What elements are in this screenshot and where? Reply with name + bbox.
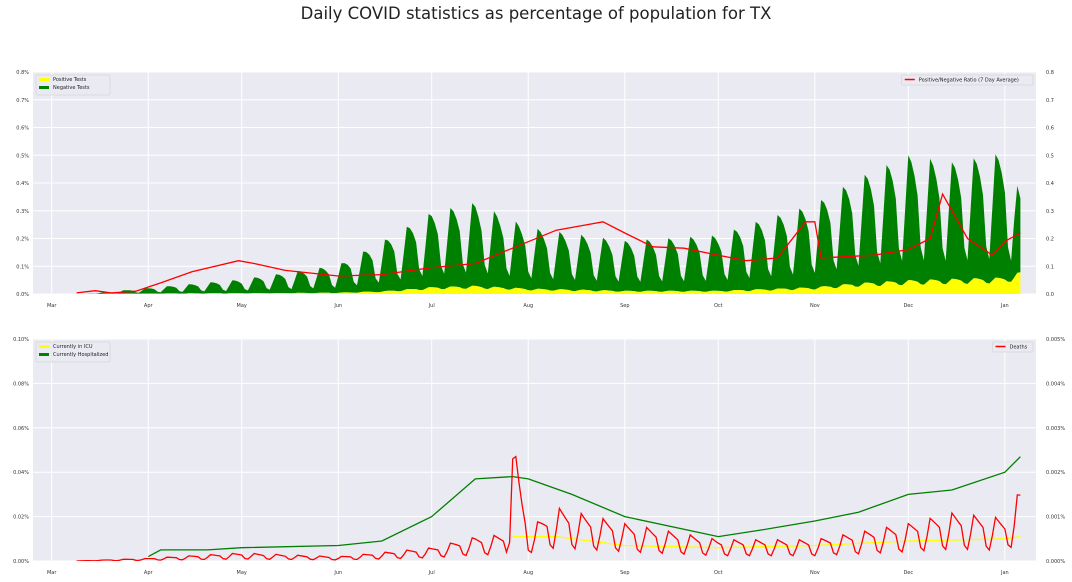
- ytick-left: 0.3%: [16, 209, 29, 215]
- series-currently-hospitalized: [147, 456, 1021, 558]
- xtick: Mar: [47, 303, 57, 309]
- ytick-right: 0.2: [1046, 237, 1054, 243]
- ytick-right: 0.003%: [1046, 426, 1065, 432]
- series-deaths: [76, 455, 1021, 561]
- xtick: Apr: [144, 303, 154, 309]
- xtick: Jan: [1000, 303, 1009, 309]
- legend-box: [35, 74, 111, 96]
- ytick-left: 0.00%: [13, 559, 29, 565]
- ytick-left: 0.08%: [13, 381, 29, 387]
- xtick: Aug: [523, 570, 533, 576]
- ytick-left: 0.8%: [16, 70, 29, 76]
- ytick-right: 0.001%: [1046, 515, 1065, 521]
- legend-box: [35, 341, 111, 363]
- legend-label: Currently in ICU: [53, 344, 93, 350]
- legend-label: Positive Tests: [53, 77, 87, 83]
- ytick-left: 0.6%: [16, 126, 29, 132]
- xtick: Nov: [810, 303, 820, 309]
- ytick-right: 0.004%: [1046, 381, 1065, 387]
- ytick-right: 0.000%: [1046, 559, 1065, 565]
- legend-left: Positive Tests Negative Tests: [35, 74, 111, 96]
- plot-area: [76, 154, 1021, 294]
- ytick-left: 0.5%: [16, 153, 29, 159]
- plot-background: [33, 339, 1036, 561]
- xtick: May: [237, 303, 247, 309]
- figure-title: Daily COVID statistics as percentage of …: [300, 4, 772, 23]
- panel-1: 0.0% 0.1% 0.2% 0.3% 0.4% 0.5% 0.6% 0.7% 0.8% 0.0 0…: [16, 70, 1054, 309]
- ytick-right: 0.5: [1046, 153, 1054, 159]
- xtick: Oct: [714, 303, 723, 309]
- xtick: Dec: [903, 570, 913, 576]
- ytick-left: 0.2%: [16, 237, 29, 243]
- legend-right: Positive/Negative Ratio (7 Day Average): [901, 74, 1034, 86]
- xtick: Sep: [620, 570, 629, 576]
- xtick: Jul: [428, 303, 435, 309]
- legend-box: [992, 341, 1034, 353]
- xtick: Oct: [714, 570, 723, 576]
- ytick-right: 0.7: [1046, 98, 1054, 104]
- legend-box: [901, 74, 1034, 86]
- series-currently-in-icu: [512, 535, 1021, 549]
- panel-2: 0.00% 0.02% 0.04% 0.06% 0.08% 0.10% 0.000% 0.00…: [13, 337, 1065, 576]
- series-ratio-line: [76, 192, 1021, 294]
- ytick-right: 0.8: [1046, 70, 1054, 76]
- ytick-right: 0.005%: [1046, 337, 1065, 343]
- legend-label: Deaths: [1010, 345, 1028, 351]
- xtick: Jun: [333, 570, 342, 576]
- ytick-right: 0.002%: [1046, 470, 1065, 476]
- legend-label: Currently Hospitalized: [53, 352, 108, 358]
- legend-left: Currently in ICU Currently Hospitalized: [35, 341, 111, 363]
- ytick-left: 0.1%: [16, 264, 29, 270]
- xtick: May: [237, 570, 247, 576]
- xtick: Aug: [523, 303, 533, 309]
- ytick-right: 0.0: [1046, 292, 1054, 298]
- xtick: Apr: [144, 570, 154, 576]
- ytick-right: 0.4: [1046, 181, 1054, 187]
- ytick-right: 0.3: [1046, 209, 1054, 215]
- legend-label: Positive/Negative Ratio (7 Day Average): [919, 78, 1019, 84]
- xtick: Mar: [47, 570, 57, 576]
- ytick-left: 0.0%: [16, 292, 29, 298]
- ytick-left: 0.7%: [16, 98, 29, 104]
- xtick: Nov: [810, 570, 820, 576]
- xtick: Jan: [1000, 570, 1009, 576]
- legend-right: Deaths: [992, 341, 1034, 353]
- xtick: Jun: [333, 303, 342, 309]
- ytick-left: 0.10%: [13, 337, 29, 343]
- xtick: Sep: [620, 303, 629, 309]
- ytick-left: 0.02%: [13, 515, 29, 521]
- ytick-left: 0.06%: [13, 426, 29, 432]
- ytick-left: 0.04%: [13, 470, 29, 476]
- xtick: Dec: [903, 303, 913, 309]
- series-negative-tests: [82, 154, 1021, 294]
- xtick: Jul: [428, 570, 435, 576]
- legend-label: Negative Tests: [53, 85, 90, 91]
- ytick-left: 0.4%: [16, 181, 29, 187]
- series-positive-tests: [82, 272, 1021, 294]
- ytick-right: 0.6: [1046, 126, 1054, 132]
- ytick-right: 0.1: [1046, 264, 1054, 270]
- plot-area: [76, 455, 1021, 561]
